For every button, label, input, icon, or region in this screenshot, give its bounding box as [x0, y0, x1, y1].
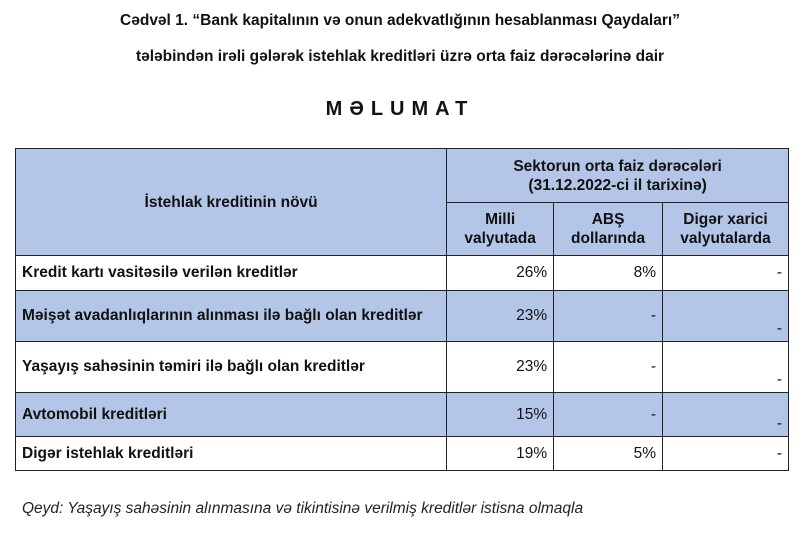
header-text: valyutada: [464, 230, 536, 247]
cell-value: 23%: [446, 290, 555, 342]
cell-value: -: [662, 436, 789, 471]
header-sector-rates: Sektorun orta faiz dərəcələri (31.12.202…: [446, 148, 789, 203]
row-label: Kredit kartı vasitəsilə verilən kreditlə…: [14, 255, 448, 291]
cell-value: 5%: [553, 436, 664, 471]
cell-value: -: [662, 255, 789, 291]
row-label: Avtomobil kreditləri: [14, 392, 448, 437]
cell-value: -: [553, 341, 664, 393]
table-row: Yaşayış sahəsinin təmiri ilə bağlı olan …: [14, 341, 789, 393]
title-line-1: Cədvəl 1. “Bank kapitalının və onun adek…: [120, 12, 680, 29]
table-row: Digər istehlak kreditləri 19% 5% -: [14, 436, 789, 471]
cell-value: 23%: [446, 341, 555, 393]
cell-value: -: [662, 341, 789, 393]
cell-value: -: [662, 392, 789, 437]
table-row: Avtomobil kreditləri 15% - -: [14, 392, 789, 437]
header-credit-type: İstehlak kreditinin növü: [14, 148, 448, 256]
header-usd: ABŞ dollarında: [553, 202, 664, 256]
cell-value: -: [553, 290, 664, 342]
cell-value: 19%: [446, 436, 555, 471]
header-other-currencies: Digər xarici valyutalarda: [662, 202, 789, 256]
row-label: Digər istehlak kreditləri: [14, 436, 448, 471]
header-text: ABŞ: [591, 211, 625, 228]
header-national-currency: Milli valyutada: [446, 202, 555, 256]
interest-rates-table: İstehlak kreditinin növü Sektorun orta f…: [14, 148, 789, 471]
row-label: Məişət avadanlıqlarının alınması ilə bağ…: [14, 290, 448, 342]
cell-value: -: [662, 290, 789, 342]
table-row: Kredit kartı vasitəsilə verilən kreditlə…: [14, 255, 789, 291]
header-text: Digər xarici: [683, 211, 768, 228]
row-label: Yaşayış sahəsinin təmiri ilə bağlı olan …: [14, 341, 448, 393]
footnote: Qeyd: Yaşayış sahəsinin alınmasına və ti…: [22, 500, 584, 517]
header-group-line1: Sektorun orta faiz dərəcələri: [513, 157, 722, 175]
cell-value: 15%: [446, 392, 555, 437]
header-group-line2: (31.12.2022-ci il tarixinə): [528, 176, 707, 194]
header-text: dollarında: [571, 230, 646, 247]
header-text: Milli: [485, 211, 516, 228]
document-heading: MƏLUMAT: [325, 98, 475, 120]
header-text: valyutalarda: [680, 230, 771, 247]
cell-value: 26%: [446, 255, 555, 291]
cell-value: -: [553, 392, 664, 437]
title-line-2: tələbindən irəli gələrək istehlak kredit…: [135, 48, 665, 65]
table-row: Məişət avadanlıqlarının alınması ilə bağ…: [14, 290, 789, 342]
cell-value: 8%: [553, 255, 664, 291]
